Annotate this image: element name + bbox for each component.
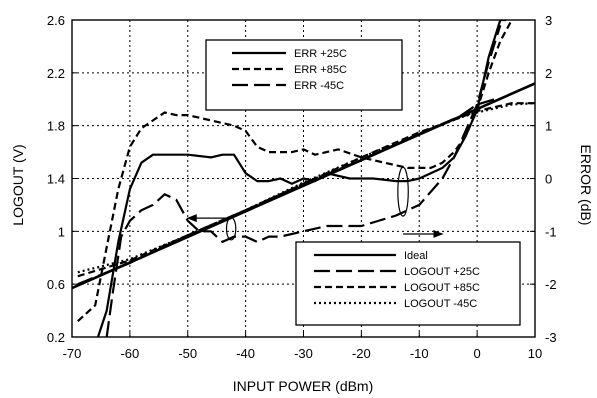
- x-tick-label: -30: [294, 346, 313, 361]
- y-right-tick-label: 2: [545, 66, 552, 81]
- logout-series-1: [77, 98, 495, 286]
- legend-label: ERR +25C: [294, 48, 347, 60]
- annotation-ellipse: [397, 166, 409, 217]
- axis-ticks: -70 -60 -50 -40 -30 -20 -10 0 100.20.611.41.82.2…: [47, 13, 557, 361]
- x-tick-label: -50: [178, 346, 197, 361]
- y-axis-right-label: ERROR (dB): [578, 145, 594, 226]
- x-tick-label: -10: [410, 346, 429, 361]
- legend-label: LOGOUT +25C: [404, 266, 480, 278]
- legend-logout: Ideal LOGOUT +25C LOGOUT +85C LOGOUT -45C: [295, 241, 521, 326]
- plot-series: [72, 20, 535, 337]
- x-tick-label: 0: [474, 346, 481, 361]
- logout-series-3: [77, 102, 535, 274]
- y-left-tick-label: 0.2: [47, 330, 65, 345]
- y-right-tick-label: 1: [545, 119, 552, 134]
- legend-label: LOGOUT +85C: [404, 282, 480, 294]
- legend-box: [205, 39, 403, 111]
- legend-label: Ideal: [404, 250, 428, 262]
- y-right-tick-label: 3: [545, 13, 552, 28]
- y-right-tick-label: -3: [545, 330, 557, 345]
- x-tick-label: 10: [528, 346, 542, 361]
- y-right-tick-label: 0: [545, 172, 552, 187]
- y-left-tick-label: 1.8: [47, 119, 65, 134]
- x-tick-label: -70: [63, 346, 82, 361]
- y-left-tick-label: 0.6: [47, 277, 65, 292]
- x-tick-label: -60: [120, 346, 139, 361]
- y-left-tick-label: 1.4: [47, 172, 65, 187]
- legend-error: ERR +25C ERR +85C ERR -45C: [205, 39, 403, 111]
- y-right-tick-label: -2: [545, 277, 557, 292]
- x-axis-label: INPUT POWER (dBm): [233, 378, 374, 394]
- y-right-tick-label: -1: [545, 224, 557, 239]
- y-axis-left-label: LOGOUT (V): [10, 144, 26, 225]
- annotations: [186, 166, 444, 241]
- error-series-6: [105, 24, 502, 337]
- legend-label: ERR +85C: [294, 64, 347, 76]
- y-left-tick-label: 1: [58, 224, 65, 239]
- y-left-tick-label: 2.6: [47, 13, 65, 28]
- legend-label: ERR -45C: [294, 80, 344, 92]
- x-tick-label: -20: [352, 346, 371, 361]
- y-left-tick-label: 2.2: [47, 66, 65, 81]
- logout-series-2: [77, 102, 535, 278]
- annotation-ellipse: [225, 216, 237, 241]
- x-tick-label: -40: [236, 346, 255, 361]
- error-series-5: [77, 20, 513, 323]
- error-series-4: [96, 20, 507, 337]
- legend-label: LOGOUT -45C: [404, 298, 477, 310]
